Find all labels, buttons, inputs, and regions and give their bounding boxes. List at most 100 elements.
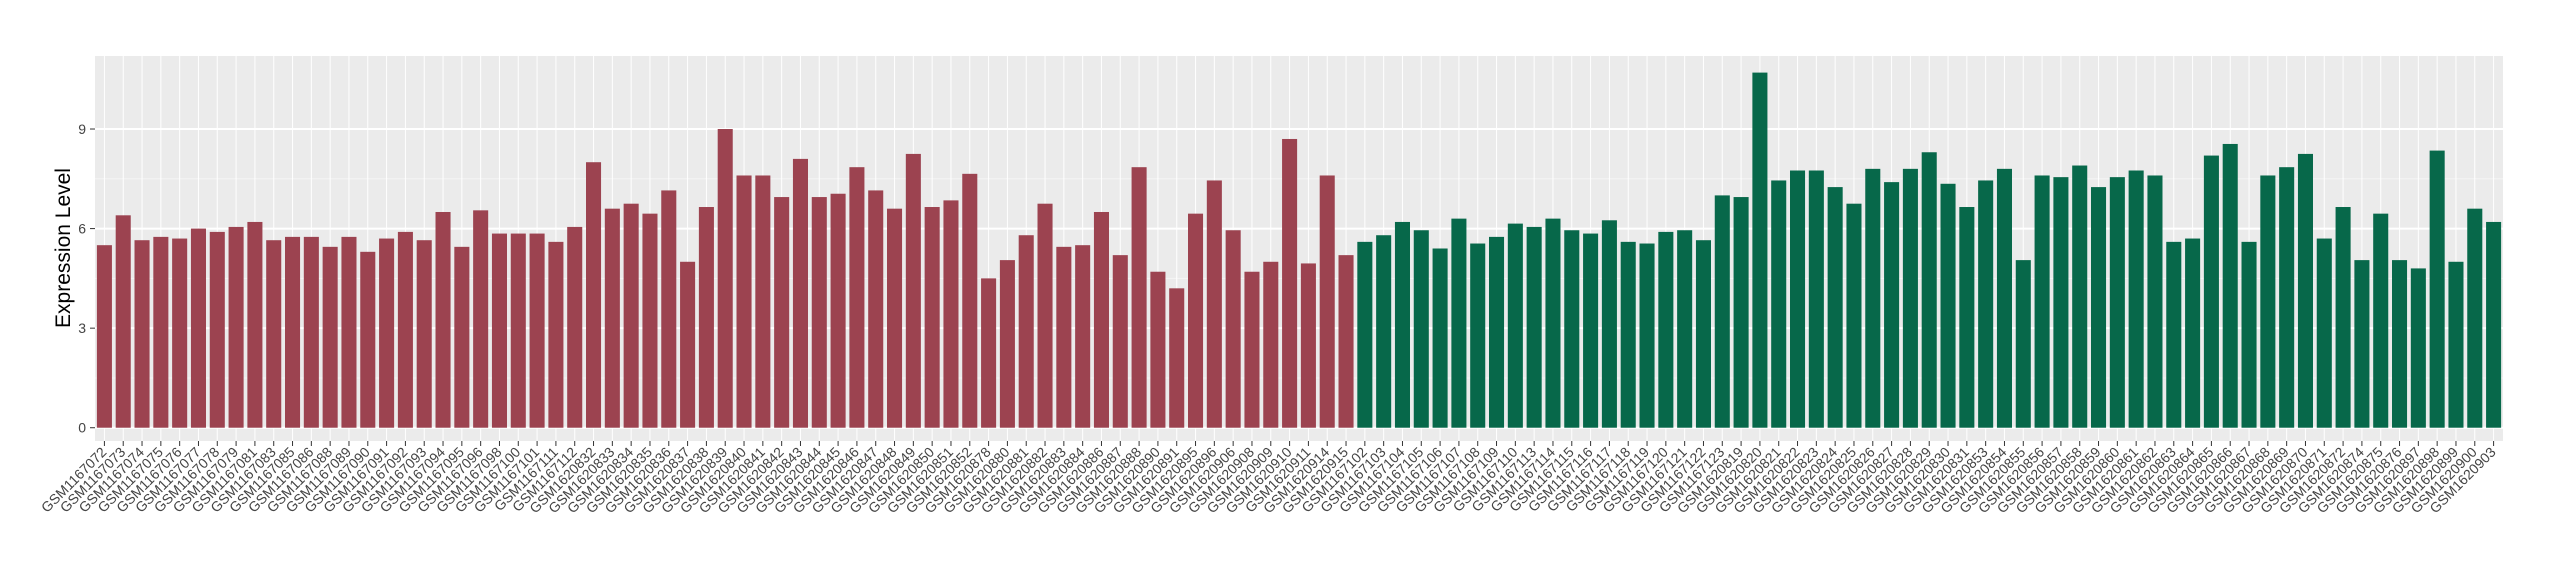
- bar: [887, 208, 903, 428]
- y-tick-label: 0: [78, 420, 86, 436]
- bar: [2429, 150, 2445, 428]
- bar: [416, 240, 432, 428]
- bar: [1225, 230, 1241, 428]
- bar: [209, 231, 225, 428]
- bar: [1169, 288, 1185, 428]
- bar: [1451, 218, 1467, 428]
- bar: [1131, 167, 1147, 428]
- bar: [228, 226, 244, 428]
- bar: [1526, 226, 1542, 428]
- bar: [736, 175, 752, 428]
- bar: [2072, 165, 2088, 428]
- bar: [1902, 168, 1918, 428]
- bar: [2448, 261, 2464, 428]
- bar: [717, 129, 733, 428]
- bar: [962, 173, 978, 428]
- bar: [1940, 183, 1956, 428]
- bar: [454, 246, 470, 428]
- bar: [1884, 182, 1900, 428]
- bar: [1319, 175, 1335, 428]
- bar: [1112, 255, 1128, 428]
- bar: [548, 241, 564, 428]
- bar: [1507, 223, 1523, 428]
- bar: [2316, 238, 2332, 428]
- bar: [153, 236, 169, 428]
- bar: [774, 197, 790, 428]
- bar: [1808, 170, 1824, 428]
- bar: [1282, 138, 1298, 428]
- bar: [943, 200, 959, 428]
- bar: [2486, 221, 2502, 428]
- bar: [2260, 175, 2276, 428]
- bar: [1018, 235, 1034, 428]
- bar: [303, 236, 319, 428]
- bar: [698, 207, 714, 428]
- bar: [830, 193, 846, 428]
- bar: [2034, 175, 2050, 428]
- bar: [1357, 241, 1373, 428]
- bar: [1037, 203, 1053, 428]
- bar: [849, 167, 865, 428]
- bar: [811, 197, 827, 428]
- bar: [1714, 195, 1730, 428]
- bar: [2053, 177, 2069, 428]
- bar: [2091, 187, 2107, 428]
- bar: [529, 233, 545, 428]
- bar: [1865, 168, 1881, 428]
- bar: [360, 251, 376, 428]
- bar: [1752, 72, 1768, 428]
- bar: [2241, 241, 2257, 428]
- bar: [792, 158, 808, 428]
- bar: [1677, 230, 1693, 428]
- bar: [2185, 238, 2201, 428]
- y-tick-label: 6: [78, 221, 86, 237]
- bar: [1695, 240, 1711, 428]
- bar: [2354, 260, 2370, 428]
- bar: [1206, 180, 1222, 428]
- bar: [661, 190, 677, 428]
- bar: [172, 238, 188, 428]
- bar: [1620, 241, 1636, 428]
- bar: [2166, 241, 2182, 428]
- bar: [1790, 170, 1806, 428]
- bar: [1376, 235, 1392, 428]
- bar: [2392, 260, 2408, 428]
- bar: [1545, 218, 1561, 428]
- bar: [586, 162, 602, 428]
- bar: [285, 236, 301, 428]
- y-axis-title: Expression Level: [52, 168, 75, 328]
- bar: [924, 207, 940, 428]
- bar: [2410, 268, 2426, 428]
- bar: [2015, 260, 2031, 428]
- bar: [567, 226, 583, 428]
- y-tick-label: 9: [78, 121, 86, 137]
- bar: [2203, 155, 2219, 428]
- bar: [190, 228, 206, 428]
- bar: [491, 233, 507, 428]
- bar: [1959, 207, 1975, 428]
- bar: [999, 260, 1015, 428]
- bar: [2335, 207, 2351, 428]
- bar: [96, 245, 112, 428]
- bar: [2279, 167, 2295, 428]
- bar: [322, 246, 338, 428]
- bar: [115, 215, 131, 428]
- bar: [755, 175, 771, 428]
- bar: [1583, 233, 1599, 428]
- bar: [1639, 243, 1655, 428]
- y-tick-label: 3: [78, 320, 86, 336]
- bar: [981, 278, 997, 428]
- bar: [2128, 170, 2144, 428]
- bar: [134, 240, 150, 428]
- bar: [1827, 187, 1843, 428]
- bar: [1338, 255, 1354, 428]
- bar: [1075, 245, 1091, 428]
- bar: [1093, 211, 1109, 428]
- bar: [1921, 152, 1937, 428]
- bar: [473, 210, 489, 428]
- bar: [1470, 243, 1486, 428]
- bar: [623, 203, 639, 428]
- bar: [1413, 230, 1429, 428]
- bar: [1244, 271, 1260, 428]
